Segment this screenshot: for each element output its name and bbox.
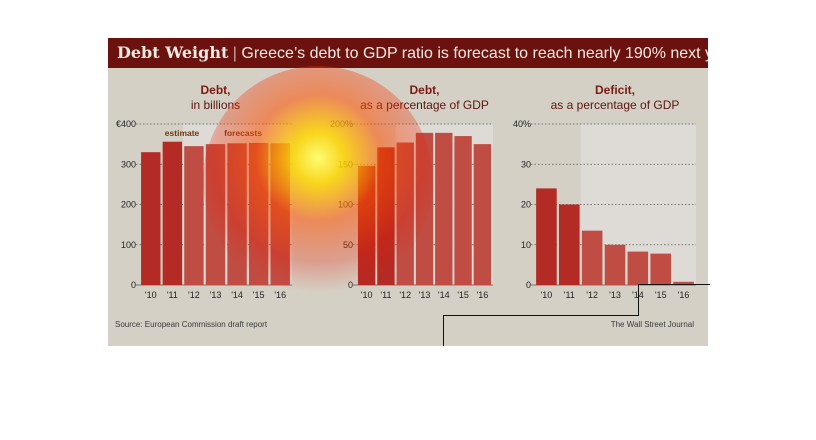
bar: [435, 132, 453, 285]
x-tick-label: '11: [167, 290, 178, 300]
x-tick-label: '10: [541, 290, 553, 300]
y-tick-label: 30: [521, 159, 531, 169]
x-tick-label: '15: [655, 290, 667, 300]
bar: [604, 244, 626, 285]
panel-subtitle: as a percentage of GDP: [551, 98, 680, 112]
x-tick-label: '12: [586, 290, 598, 300]
x-tick-label: '11: [564, 290, 575, 300]
x-tick-label: '16: [678, 290, 690, 300]
y-tick-label: 0: [526, 280, 531, 290]
x-tick-label: '16: [476, 290, 488, 300]
y-tick-label: 0: [131, 280, 136, 290]
y-tick-label: 10: [521, 240, 531, 250]
title-text: Greece’s debt to GDP ratio is forecast t…: [241, 45, 708, 62]
title-separator: |: [232, 45, 237, 62]
y-tick-label: 100: [121, 240, 136, 250]
y-tick-label: €400: [116, 119, 136, 129]
x-tick-label: '14: [438, 290, 450, 300]
bar: [141, 152, 161, 285]
annotation-estimate: estimate: [165, 128, 200, 138]
x-tick-label: '10: [145, 290, 157, 300]
x-tick-label: '13: [609, 290, 621, 300]
chart-title-bar: Debt Weight | Greece’s debt to GDP ratio…: [108, 38, 708, 68]
bar: [581, 230, 603, 285]
bar: [627, 251, 649, 285]
credit-note: The Wall Street Journal: [610, 320, 694, 329]
x-tick-label: '14: [632, 290, 644, 300]
bar: [559, 204, 580, 285]
source-note: Source: European Commission draft report: [115, 320, 268, 329]
title-lead: Debt Weight: [117, 43, 229, 62]
bar: [162, 141, 183, 285]
bar: [673, 281, 694, 285]
x-tick-label: '15: [457, 290, 469, 300]
bar: [473, 144, 492, 285]
y-tick-label: 40%: [513, 119, 531, 129]
y-tick-label: 300: [121, 159, 136, 169]
bar: [536, 188, 557, 285]
y-tick-label: 200: [121, 200, 136, 210]
bar: [650, 253, 671, 285]
x-tick-label: '12: [188, 290, 200, 300]
y-tick-label: 20: [521, 200, 531, 210]
bar: [184, 146, 204, 285]
bar: [454, 136, 472, 285]
panel-title: Deficit,: [595, 83, 635, 97]
